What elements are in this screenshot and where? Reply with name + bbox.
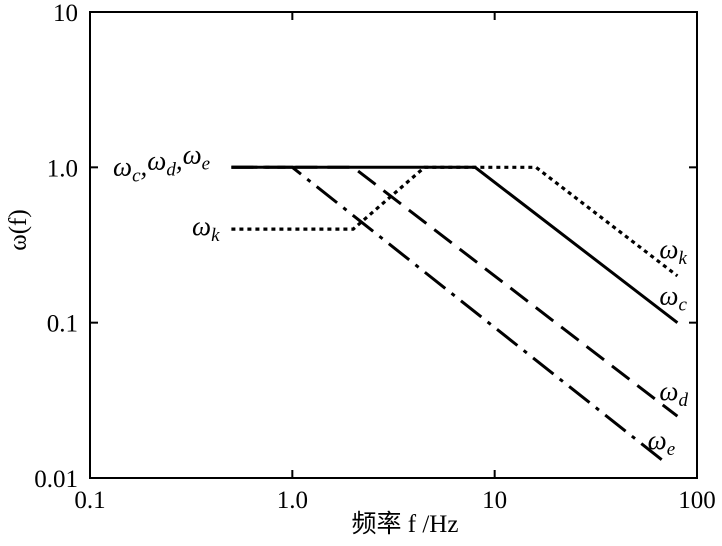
y-tick-label: 0.01 (34, 466, 78, 493)
x-tick-label: 10 (482, 487, 507, 514)
plot-border (89, 11, 698, 479)
plot-frame (89, 11, 698, 479)
series-line-wk (231, 165, 679, 278)
series-line-we (231, 165, 667, 465)
series-lines (231, 165, 679, 465)
y-tick-label: 1.0 (47, 155, 78, 182)
shared-series-label: ωc,ωd,ωe (113, 139, 210, 186)
x-tick-label: 100 (678, 487, 716, 514)
series-label-wc: ωc (659, 281, 687, 316)
series-line-wc (231, 165, 679, 324)
series-label-we: ωe (648, 425, 676, 460)
series-labels: ωc ωd ωe ωk ωc,ωd,ωe ωk (113, 139, 688, 460)
y-axis-title: ω(f) (5, 209, 32, 250)
x-axis-ticks: 0.1 1.0 10 100 (74, 12, 716, 514)
series-label-wd: ωd (659, 376, 688, 411)
series-label-wk: ωk (659, 234, 687, 269)
series-line-wd (231, 165, 679, 418)
y-tick-label: 10 (53, 0, 78, 27)
y-axis-ticks: 0.01 0.1 1.0 10 (34, 0, 697, 493)
x-axis-title: 频率 f /Hz (352, 510, 459, 538)
series-label-wk-start: ωk (192, 211, 220, 246)
x-tick-label: 1.0 (277, 487, 308, 514)
x-tick-label: 0.1 (74, 487, 105, 514)
y-tick-label: 0.1 (47, 311, 78, 338)
